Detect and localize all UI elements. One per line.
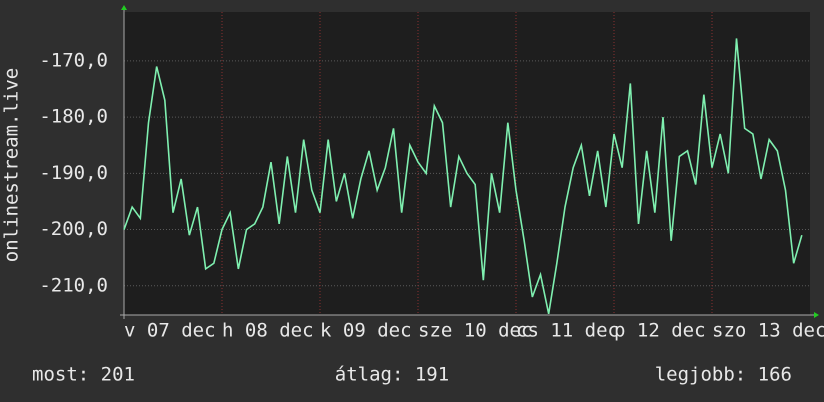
x-tick-label: szo 13 dec	[712, 320, 824, 342]
series-line	[123, 38, 803, 315]
x-tick-label: p 12 dec	[614, 320, 706, 342]
y-tick-label: -170,0	[39, 49, 108, 71]
x-tick-label: cs 11 dec	[516, 320, 619, 342]
y-tick-label: -210,0	[39, 274, 108, 296]
footer-current: most: 201	[32, 364, 135, 386]
x-tick-label: k 09 dec	[320, 320, 412, 342]
x-tick-label: v 07 dec	[124, 320, 216, 342]
y-axis-arrow	[121, 5, 127, 10]
y-tick-label: -180,0	[39, 106, 108, 128]
footer-average: átlag: 191	[335, 364, 449, 386]
x-tick-label: sze 10 dec	[418, 320, 532, 342]
x-axis-arrow	[814, 312, 819, 318]
y-axis-label: onlinestream.live	[1, 68, 23, 262]
y-tick-label: -200,0	[39, 218, 108, 240]
plot-area	[124, 12, 810, 315]
x-tick-label: h 08 dec	[222, 320, 314, 342]
y-tick-label: -190,0	[39, 162, 108, 184]
footer-best: legjobb: 166	[655, 364, 792, 386]
